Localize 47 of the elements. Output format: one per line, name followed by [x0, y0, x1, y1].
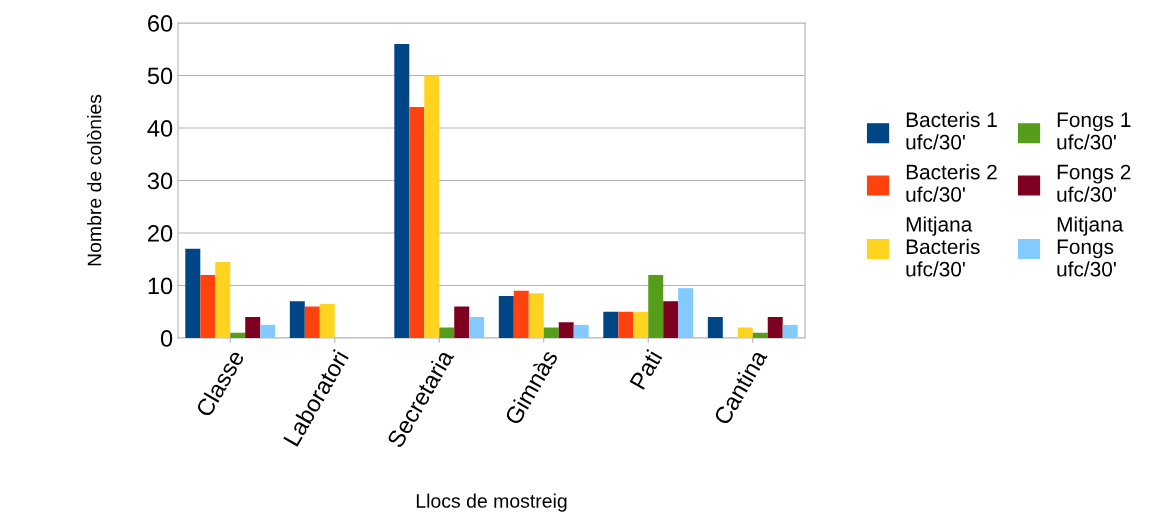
legend-label: Bacteris 1 ufc/30' — [906, 111, 997, 150]
legend-label: Bacteris 2 ufc/30' — [906, 164, 997, 202]
legend-label: Mitjana Bacteris ufc/30' — [906, 216, 980, 277]
y-tick-label: 10 — [148, 277, 173, 295]
y-tick-label: 40 — [147, 120, 173, 137]
bar — [245, 317, 261, 338]
bar — [498, 296, 514, 338]
bar — [289, 301, 305, 338]
bar — [678, 288, 694, 338]
bar — [215, 261, 231, 338]
bar — [319, 303, 335, 338]
y-tick-label: 30 — [147, 172, 173, 190]
bar — [439, 327, 455, 338]
bar — [663, 301, 679, 338]
bar — [782, 324, 798, 338]
legend-label: Mitjana Fongs ufc/30' — [1057, 216, 1124, 277]
bar — [200, 275, 216, 338]
bar — [618, 311, 634, 338]
x-axis-title: Llocs de mostreig — [416, 493, 567, 512]
bar — [409, 107, 425, 338]
bar — [633, 311, 649, 338]
bar — [558, 322, 574, 338]
bar — [543, 327, 559, 338]
y-tick-label: 50 — [147, 67, 173, 85]
bar — [648, 275, 664, 338]
bar — [737, 327, 753, 338]
y-tick-label: 0 — [160, 330, 173, 347]
bar — [424, 75, 440, 338]
bar — [752, 332, 768, 338]
bar — [454, 306, 470, 338]
y-tick-label: 60 — [148, 15, 173, 32]
bar — [528, 293, 544, 338]
bar — [513, 290, 529, 338]
bar — [707, 317, 723, 338]
bar — [304, 306, 320, 338]
y-axis-title: Nombre de colònies — [86, 94, 102, 266]
legend-label: Fongs 1 ufc/30' — [1057, 112, 1131, 150]
legend-label: Fongs 2 ufc/30' — [1057, 164, 1131, 202]
bar — [767, 317, 783, 338]
bar — [394, 44, 410, 338]
bar — [469, 317, 485, 338]
y-tick-label: 20 — [148, 225, 173, 242]
bar — [603, 311, 619, 338]
bar — [230, 332, 246, 338]
bar — [260, 324, 276, 338]
bar — [185, 248, 201, 338]
bar — [573, 324, 589, 338]
